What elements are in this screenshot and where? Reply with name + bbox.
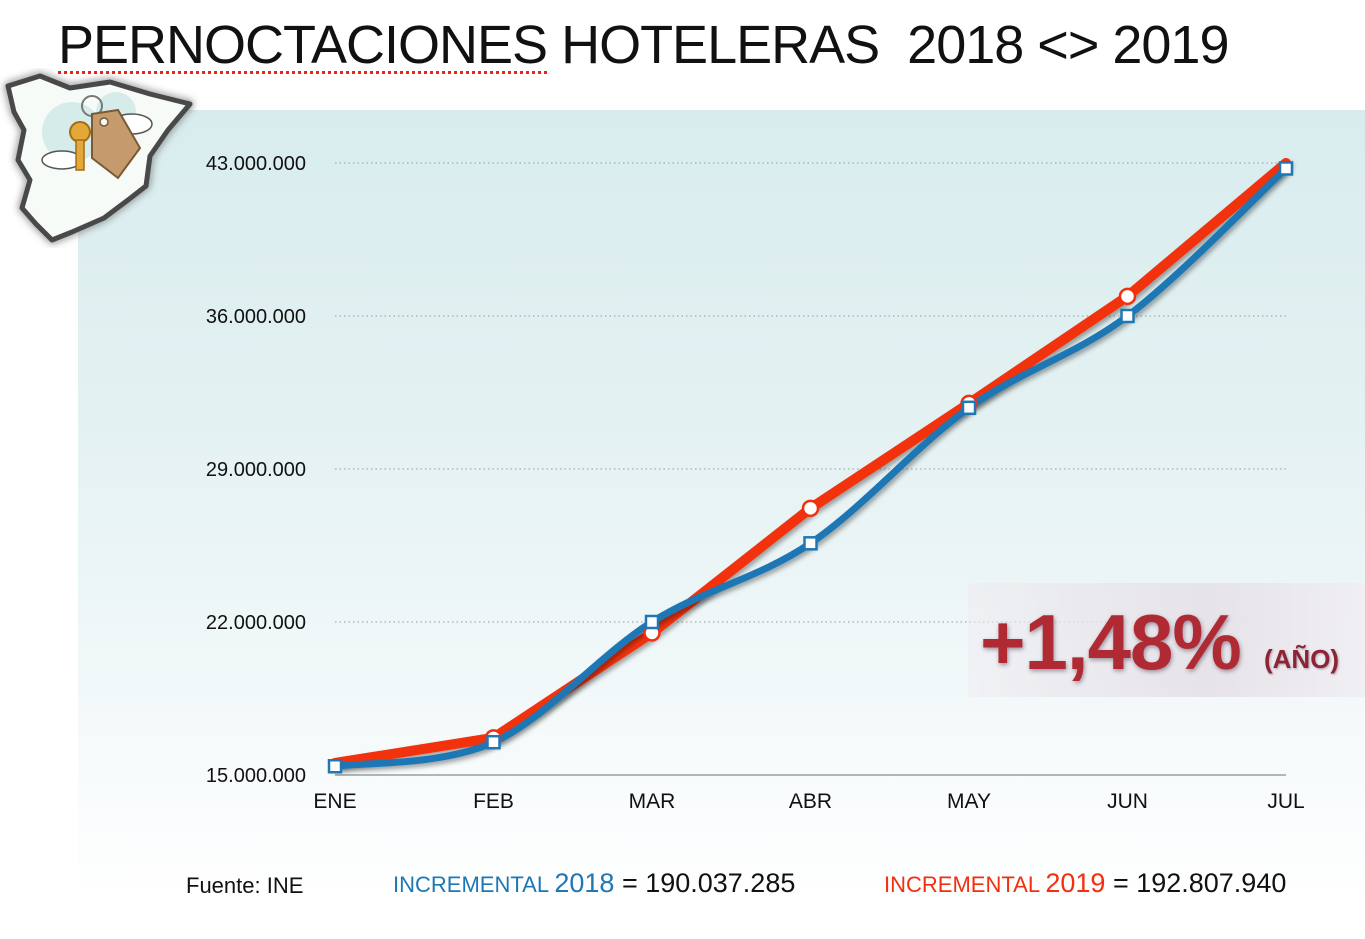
series-2018-point xyxy=(1278,161,1294,176)
incremental-2018-label: INCREMENTAL xyxy=(393,872,555,897)
x-tick-label: ABR xyxy=(789,790,832,813)
y-tick-label: 36.000.000 xyxy=(206,306,306,328)
incremental-2019: INCREMENTAL 2019 = 192.807.940 xyxy=(884,868,1286,899)
annual-change-suffix: (AÑO) xyxy=(1264,644,1340,674)
series-2018-point xyxy=(961,400,977,416)
incremental-2019-value: = 192.807.940 xyxy=(1105,868,1287,898)
x-tick-label: MAR xyxy=(629,790,676,813)
incremental-2019-label: INCREMENTAL xyxy=(884,872,1046,897)
series-2018-point xyxy=(327,759,343,774)
series-2018-point xyxy=(803,536,818,551)
x-tick-label: FEB xyxy=(473,790,514,813)
y-tick-label: 15.000.000 xyxy=(206,765,306,787)
y-tick-label: 22.000.000 xyxy=(206,612,306,634)
x-axis: ENE FEB MAR ABR MAY JUN JUL xyxy=(313,790,1304,813)
series-2018-point xyxy=(644,614,660,630)
x-tick-label: JUL xyxy=(1267,790,1304,813)
title-part1: PERNOCTACIONES xyxy=(58,15,548,75)
annual-change-value: +1,48% xyxy=(980,598,1242,686)
incremental-2018-value: = 190.037.285 xyxy=(614,868,796,898)
x-tick-label: MAY xyxy=(947,790,991,813)
series-2019-point xyxy=(1118,287,1137,306)
incremental-2018: INCREMENTAL 2018 = 190.037.285 xyxy=(393,868,795,899)
y-tick-label: 29.000.000 xyxy=(206,459,306,481)
series-2018-point xyxy=(1120,308,1135,324)
x-tick-label: JUN xyxy=(1107,790,1148,813)
series-group xyxy=(327,158,1294,774)
source-label: Fuente: INE xyxy=(186,873,304,898)
plot-background xyxy=(78,110,1365,900)
title-part2: HOTELERAS 2018 <> 2019 xyxy=(547,15,1229,75)
y-axis: 15.000.000 22.000.000 29.000.000 36.000.000… xyxy=(206,153,306,787)
x-tick-label: ENE xyxy=(313,790,356,813)
series-2019-point xyxy=(801,499,820,518)
spain-map-keytag-icon xyxy=(5,73,193,243)
incremental-2019-year: 2019 xyxy=(1045,868,1106,898)
series-2018-point xyxy=(486,734,501,750)
incremental-2018-year: 2018 xyxy=(554,868,615,898)
annual-change-badge xyxy=(968,583,1365,697)
page-title: PERNOCTACIONES HOTELERAS 2018 <> 2019 xyxy=(58,14,1230,76)
y-tick-label: 43.000.000 xyxy=(206,153,306,175)
